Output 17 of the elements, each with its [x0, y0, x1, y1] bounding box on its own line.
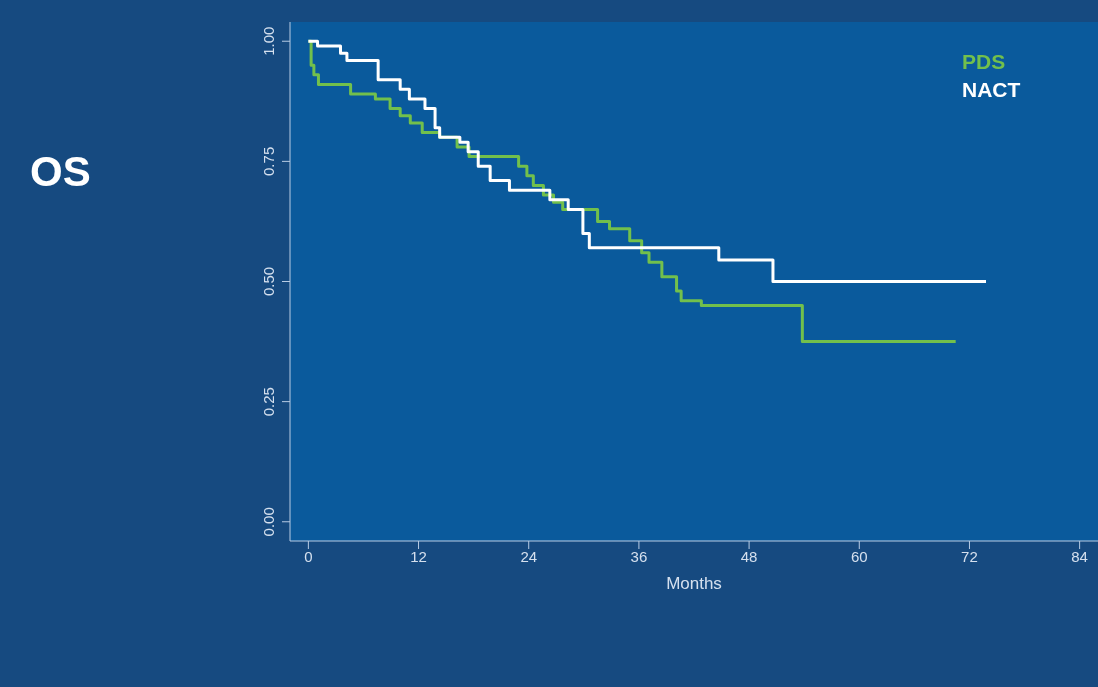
y-tick-label: 0.50	[260, 266, 277, 297]
x-tick-label: 12	[410, 547, 427, 565]
x-tick-label: 72	[961, 547, 978, 565]
x-tick-label: 24	[520, 547, 538, 565]
x-tick-label: 0	[304, 547, 313, 565]
text: NACT	[962, 77, 1021, 103]
x-tick-label: 84	[1071, 547, 1088, 565]
x-tick-label: 36	[630, 547, 648, 565]
text: OS	[30, 148, 91, 196]
x-tick-label: 60	[850, 547, 868, 565]
x-tick-label: 48	[740, 547, 758, 565]
x-axis-title: Months	[666, 574, 722, 593]
y-tick-label: 1.00	[260, 26, 277, 56]
text: PDS	[962, 49, 1007, 75]
y-tick-label: 0.25	[260, 387, 277, 417]
y-tick-label: 0.00	[260, 507, 277, 537]
y-tick-label: 0.75	[260, 146, 277, 176]
